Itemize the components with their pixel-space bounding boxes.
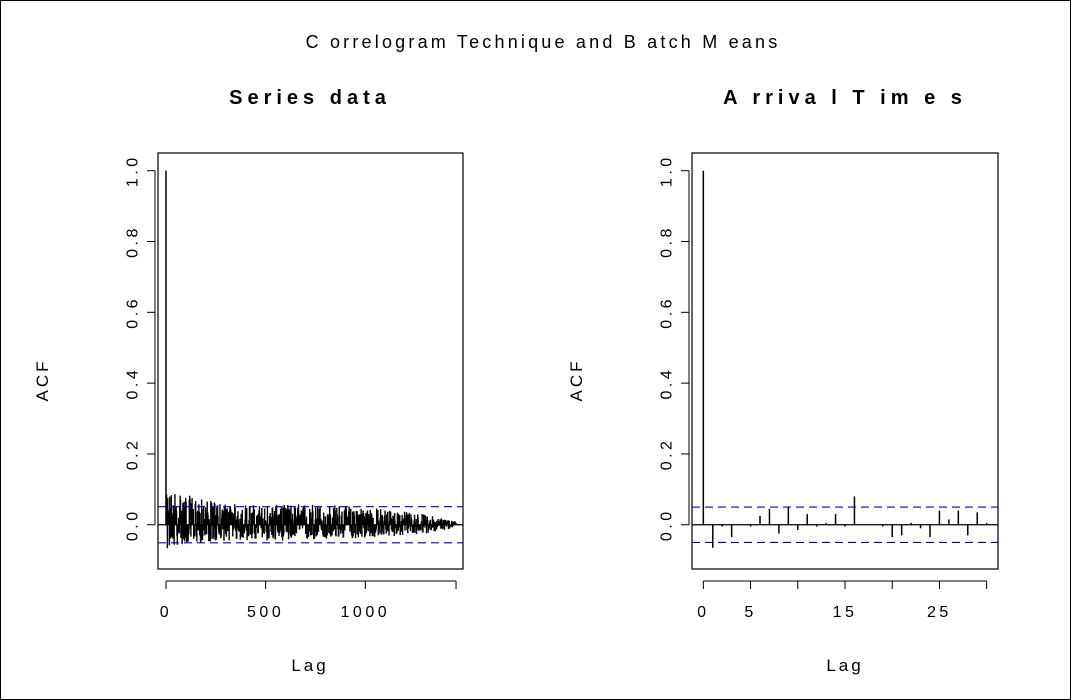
acf-panel-series-data: Series data Lag ACF 0.0 0.2 0.4 0.6 0.8 1.0 0 5… bbox=[33, 87, 464, 675]
y-tick-label: 0.8 bbox=[125, 225, 142, 258]
y-axis-title: ACF bbox=[33, 359, 52, 402]
plot-box bbox=[691, 152, 999, 570]
y-tick-label: 0.4 bbox=[659, 367, 676, 400]
x-axis-title: Lag bbox=[291, 656, 328, 675]
y-tick-label: 1.0 bbox=[125, 154, 142, 187]
y-tick-label: 0.6 bbox=[125, 296, 142, 329]
x-tick-label: 0 bbox=[160, 604, 172, 621]
y-tick-label: 0.4 bbox=[125, 367, 142, 400]
x-tick-label: 25 bbox=[927, 604, 952, 621]
acf-bars bbox=[702, 170, 988, 548]
x-tick-label: 15 bbox=[833, 604, 858, 621]
y-tick-label: 0.0 bbox=[125, 508, 142, 541]
y-axis-title: ACF bbox=[567, 359, 586, 402]
panel-title: Series data bbox=[229, 87, 391, 109]
acf-panel-arrival-times: A rriva l T im e s Lag ACF 0.0 0.2 0.4 0.6 0… bbox=[567, 87, 999, 675]
x-tick-label: 1000 bbox=[341, 604, 391, 621]
y-tick-label: 0.8 bbox=[659, 225, 676, 258]
y-tick-label: 0.2 bbox=[659, 438, 676, 471]
y-tick-label: 0.0 bbox=[659, 508, 676, 541]
panel-title: A rriva l T im e s bbox=[723, 87, 967, 109]
x-tick-label: 5 bbox=[744, 604, 756, 621]
acf-bars bbox=[165, 170, 457, 549]
y-tick-label: 1.0 bbox=[659, 154, 676, 187]
plot-box bbox=[157, 152, 464, 570]
y-tick-label: 0.2 bbox=[125, 438, 142, 471]
figure-title: C orrelogram Technique and B atch M eans bbox=[306, 32, 781, 52]
y-tick-label: 0.6 bbox=[659, 296, 676, 329]
x-tick-label: 0 bbox=[697, 604, 709, 621]
x-tick-label: 500 bbox=[247, 604, 284, 621]
x-axis-title: Lag bbox=[826, 656, 863, 675]
